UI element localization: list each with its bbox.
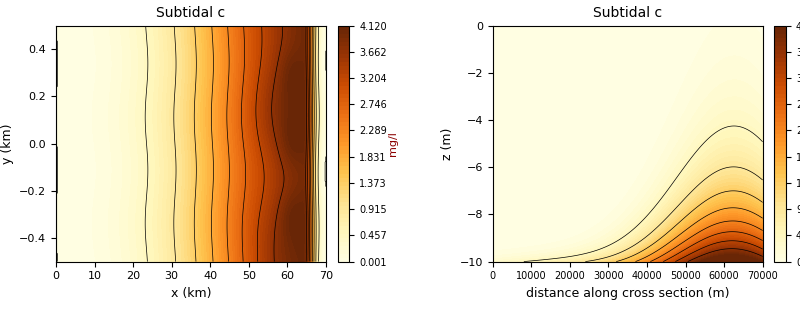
Y-axis label: y (km): y (km) bbox=[1, 123, 14, 164]
X-axis label: x (km): x (km) bbox=[170, 287, 211, 300]
X-axis label: distance along cross section (m): distance along cross section (m) bbox=[526, 287, 730, 300]
Title: Subtidal c: Subtidal c bbox=[593, 6, 662, 20]
Y-axis label: mg/l: mg/l bbox=[388, 131, 398, 156]
Title: Subtidal c: Subtidal c bbox=[156, 6, 226, 20]
Y-axis label: z (m): z (m) bbox=[441, 127, 454, 160]
